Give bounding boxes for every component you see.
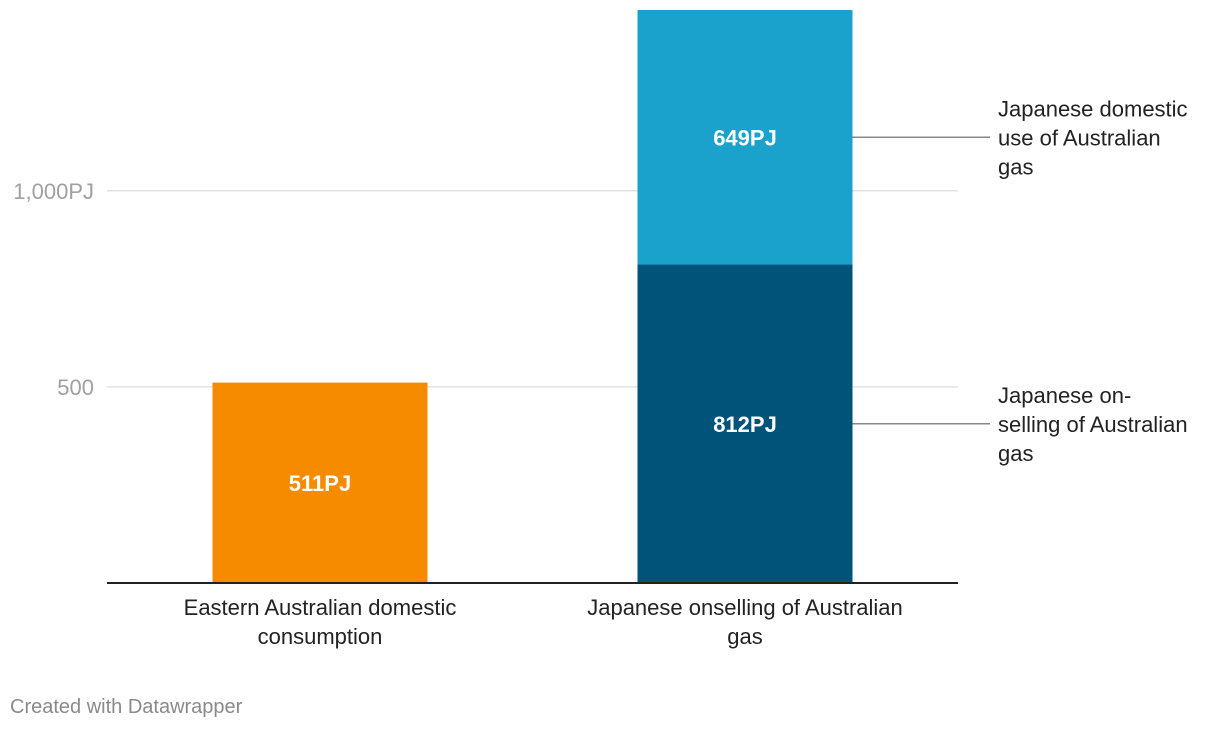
y-axis: 1,000PJ 500	[13, 179, 94, 400]
y-tick-label: 1,000PJ	[13, 179, 94, 204]
legend-label: Japanese domestic use of Australian gas	[998, 96, 1188, 179]
footer-credit: Created with Datawrapper	[10, 696, 243, 718]
y-tick-label: 500	[57, 375, 94, 400]
bar-segment	[212, 382, 428, 583]
bar-segment	[637, 264, 853, 583]
bar-value-label: 511PJ	[289, 471, 351, 496]
bar-segment	[637, 10, 853, 265]
bar-labels: 511PJ 812PJ 649PJ	[289, 125, 777, 496]
bar-value-label: 649PJ	[713, 125, 777, 150]
x-axis: Eastern Australian domestic consumption Ja…	[184, 595, 903, 649]
bar-value-label: 812PJ	[713, 412, 777, 437]
x-category-label: Eastern Australian domestic consumption	[184, 595, 457, 649]
legend: Japanese domestic use of Australian gas Jap…	[852, 96, 1188, 466]
bars	[212, 10, 853, 583]
x-category-label: Japanese onselling of Australian gas	[587, 595, 903, 649]
stacked-bar-chart: 1,000PJ 500 511PJ 812PJ 649PJ Eastern Austr…	[13, 10, 1188, 649]
legend-label: Japanese on-selling of Australian gas	[998, 383, 1188, 466]
